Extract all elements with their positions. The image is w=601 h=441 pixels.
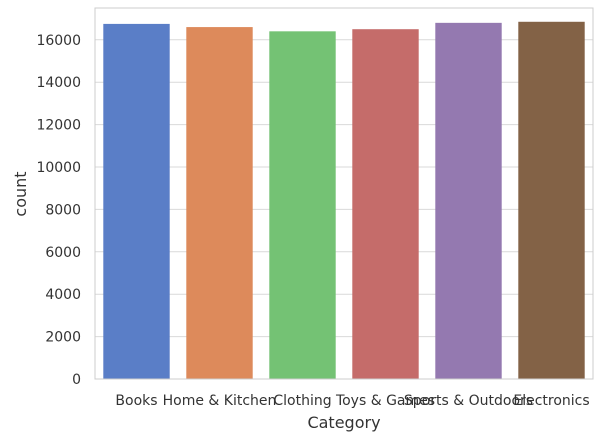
x-tick-label: Books — [115, 393, 157, 409]
x-tick-label: Electronics — [513, 393, 589, 409]
y-tick-labels: 0 2000 4000 6000 8000 10000 12000 14000 16000 — [36, 33, 81, 388]
y-tick-label: 12000 — [36, 118, 81, 134]
y-tick-label: 14000 — [36, 75, 81, 91]
y-tick-label: 16000 — [36, 33, 81, 49]
bar-sports-outdoors — [435, 22, 502, 380]
plot-background — [95, 8, 593, 379]
bar-electronics — [518, 21, 585, 380]
bars-group — [103, 21, 585, 380]
y-tick-label: 2000 — [45, 330, 81, 346]
x-axis-title: Category — [307, 413, 380, 432]
bar-home-kitchen — [186, 27, 253, 380]
bar-toys-games — [352, 29, 419, 379]
x-tick-label: Home & Kitchen — [163, 393, 277, 409]
y-tick-label: 0 — [72, 372, 81, 388]
y-tick-label: 10000 — [36, 160, 81, 176]
x-tick-label: Clothing — [273, 393, 331, 409]
y-axis-title: count — [11, 171, 30, 216]
x-tick-label: Sports & Outdoors — [404, 393, 533, 409]
y-tick-label: 8000 — [45, 202, 81, 218]
x-tick-label: Toys & Games — [335, 393, 435, 409]
bar-clothing — [269, 31, 336, 379]
y-tick-label: 6000 — [45, 245, 81, 261]
plot-frame — [94, 7, 594, 380]
y-tick-label: 4000 — [45, 287, 81, 303]
bar-books — [103, 23, 170, 380]
